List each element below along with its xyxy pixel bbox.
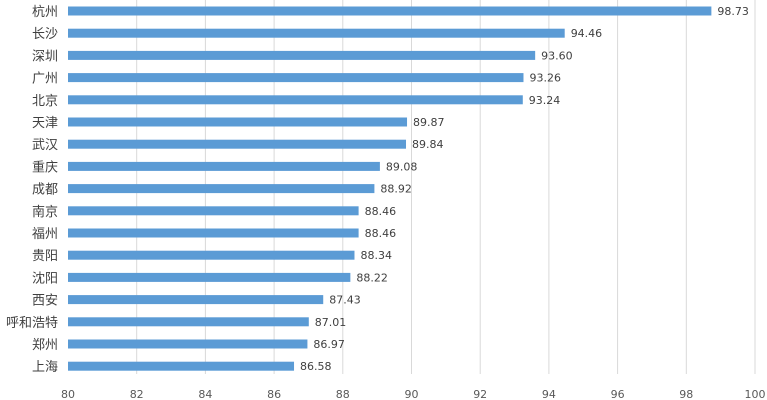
data-label: 88.46 [365, 205, 397, 218]
x-tick-label: 90 [405, 388, 419, 400]
category-label: 广州 [32, 72, 58, 87]
bar-14 [68, 317, 309, 327]
bar-3 [68, 73, 524, 83]
bar-1 [68, 28, 565, 38]
bar-12 [68, 272, 351, 282]
bar-9 [68, 206, 359, 216]
data-label: 93.60 [541, 49, 573, 62]
category-label: 重庆 [32, 159, 58, 175]
x-tick-label: 86 [267, 388, 281, 400]
data-label: 86.97 [313, 338, 345, 351]
x-tick-label: 96 [611, 388, 625, 400]
category-label: 天津 [32, 116, 58, 131]
data-label: 93.24 [529, 94, 561, 107]
category-label: 北京 [32, 94, 58, 109]
data-label: 89.84 [412, 138, 444, 151]
x-axis-tick-labels: 80 82 84 86 88 90 92 94 96 98 100 [61, 388, 766, 400]
data-label: 86.58 [300, 360, 332, 373]
bar-15 [68, 339, 308, 349]
category-label: 武汉 [32, 138, 58, 153]
data-label: 89.87 [413, 116, 445, 129]
bar-5 [68, 117, 408, 127]
bar-16 [68, 361, 295, 371]
data-label: 88.46 [365, 227, 397, 240]
data-label: 98.73 [717, 5, 749, 18]
bars [68, 6, 712, 371]
bar-11 [68, 250, 355, 260]
category-label: 南京 [32, 204, 58, 220]
x-tick-label: 80 [61, 388, 75, 400]
bar-2 [68, 50, 536, 60]
data-label: 93.26 [529, 72, 561, 85]
data-label: 94.46 [571, 27, 603, 40]
bar-0 [68, 6, 712, 16]
x-tick-label: 84 [198, 388, 212, 400]
x-tick-label: 98 [679, 388, 693, 400]
bar-7 [68, 161, 380, 171]
category-label: 福州 [32, 227, 58, 242]
data-label: 87.43 [329, 294, 361, 307]
x-tick-label: 94 [542, 388, 556, 400]
data-label: 87.01 [315, 316, 347, 329]
gridlines [136, 0, 756, 374]
x-tick-label: 100 [745, 388, 766, 400]
data-label: 88.92 [380, 183, 412, 196]
category-label: 呼和浩特 [6, 316, 58, 331]
data-label: 89.08 [386, 160, 418, 173]
bar-8 [68, 184, 375, 194]
bar-10 [68, 228, 359, 238]
category-label: 杭州 [32, 5, 58, 20]
data-label: 88.34 [360, 249, 392, 262]
x-tick-label: 92 [473, 388, 487, 400]
category-label: 上海 [32, 360, 58, 375]
x-tick-label: 88 [336, 388, 350, 400]
category-label: 深圳 [32, 49, 58, 64]
bar-13 [68, 295, 324, 305]
bar-6 [68, 139, 407, 149]
category-label: 贵阳 [32, 249, 58, 264]
bar-4 [68, 95, 523, 105]
data-label: 88.22 [356, 271, 388, 284]
data-labels: 98.73 94.46 93.60 93.26 93.24 89.87 89.84 89.08… [300, 5, 749, 373]
category-label: 西安 [32, 294, 58, 309]
category-label: 沈阳 [32, 271, 58, 286]
category-label: 成都 [32, 183, 58, 198]
category-label: 长沙 [32, 27, 58, 42]
x-tick-label: 82 [130, 388, 144, 400]
category-label: 郑州 [32, 338, 58, 353]
